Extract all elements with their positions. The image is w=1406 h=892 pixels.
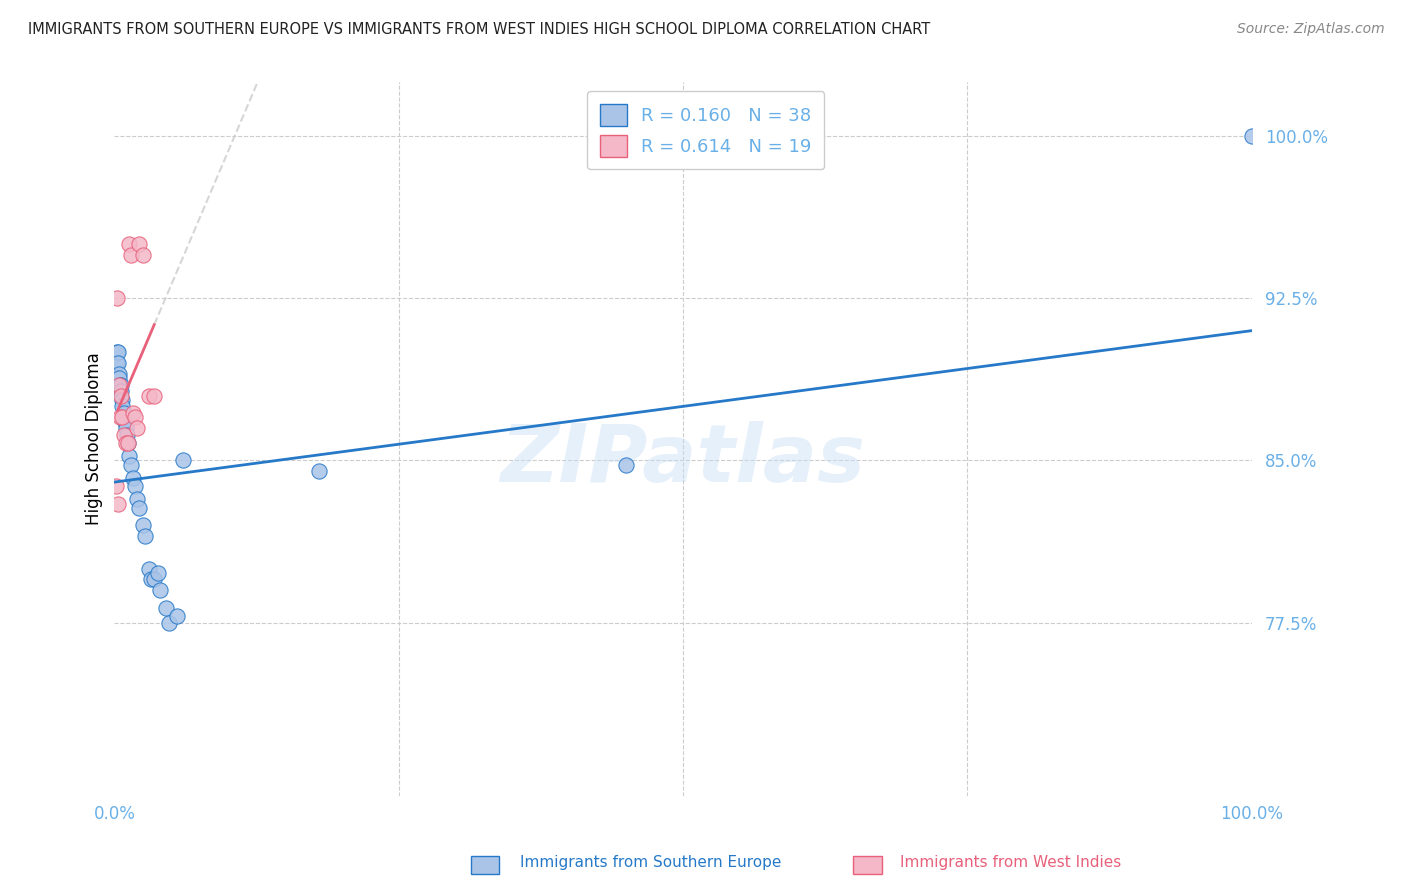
Point <box>132 518 155 533</box>
Point <box>117 436 139 450</box>
Point <box>124 410 146 425</box>
Point <box>121 248 143 262</box>
Point <box>112 427 135 442</box>
Point <box>143 573 166 587</box>
Point <box>110 384 132 399</box>
Point <box>104 479 127 493</box>
Point <box>114 436 136 450</box>
Point <box>110 388 132 402</box>
Point <box>118 449 141 463</box>
Point <box>149 583 172 598</box>
Point <box>127 492 149 507</box>
Point <box>134 529 156 543</box>
Point <box>143 388 166 402</box>
Point <box>155 600 177 615</box>
Point <box>121 406 143 420</box>
Point <box>111 410 134 425</box>
Point <box>614 458 637 472</box>
Point <box>108 371 131 385</box>
Point <box>117 436 139 450</box>
Point <box>114 421 136 435</box>
Text: Source: ZipAtlas.com: Source: ZipAtlas.com <box>1237 22 1385 37</box>
Point <box>108 384 131 399</box>
Point <box>111 392 134 407</box>
Legend: R = 0.160   N = 38, R = 0.614   N = 19: R = 0.160 N = 38, R = 0.614 N = 19 <box>588 91 824 169</box>
Point <box>166 609 188 624</box>
Point <box>104 356 127 370</box>
Point <box>111 400 134 414</box>
Point <box>105 291 128 305</box>
Point <box>121 458 143 472</box>
Point <box>172 453 194 467</box>
Text: ZIPatlas: ZIPatlas <box>501 421 866 500</box>
Point <box>138 561 160 575</box>
Y-axis label: High School Diploma: High School Diploma <box>86 352 103 525</box>
Text: IMMIGRANTS FROM SOUTHERN EUROPE VS IMMIGRANTS FROM WEST INDIES HIGH SCHOOL DIPLO: IMMIGRANTS FROM SOUTHERN EUROPE VS IMMIG… <box>28 22 931 37</box>
Point <box>115 427 138 442</box>
Point <box>308 464 330 478</box>
Point <box>107 497 129 511</box>
Point <box>118 237 141 252</box>
Point <box>112 406 135 420</box>
Text: Immigrants from West Indies: Immigrants from West Indies <box>900 855 1121 870</box>
Point <box>121 471 143 485</box>
Point <box>114 415 136 429</box>
Point <box>127 421 149 435</box>
Point <box>107 356 129 370</box>
Point <box>105 356 128 370</box>
Point <box>108 410 131 425</box>
Point <box>128 237 150 252</box>
Text: Immigrants from Southern Europe: Immigrants from Southern Europe <box>520 855 782 870</box>
Point <box>1240 128 1263 143</box>
Point <box>146 566 169 580</box>
Point <box>139 573 162 587</box>
Point <box>157 615 180 630</box>
Point <box>110 377 132 392</box>
Point <box>105 345 128 359</box>
Point <box>107 345 129 359</box>
Point <box>124 479 146 493</box>
Point <box>132 248 155 262</box>
Point <box>128 501 150 516</box>
Point <box>108 367 131 381</box>
Point <box>108 377 131 392</box>
Point <box>138 388 160 402</box>
Point <box>108 377 131 392</box>
